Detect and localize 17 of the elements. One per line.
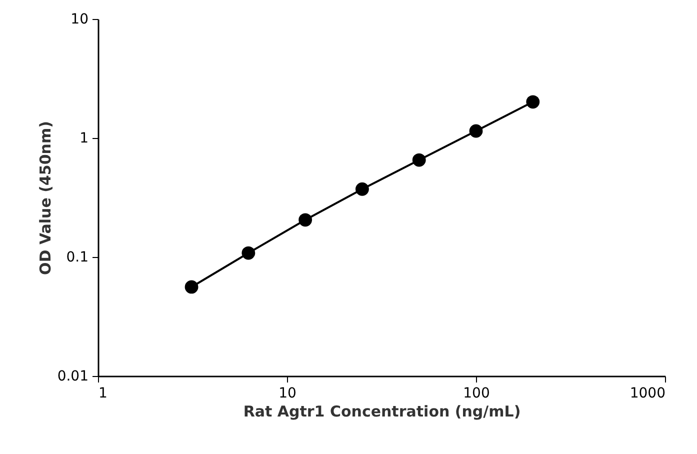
- x-tick-label: 10: [278, 386, 296, 402]
- x-axis-title: Rat Agtr1 Concentration (ng/mL): [243, 402, 521, 420]
- x-tick-label: 100: [463, 386, 490, 402]
- y-tick-label: 0.1: [66, 250, 88, 266]
- point: [412, 153, 426, 167]
- point: [242, 246, 256, 260]
- point: [526, 95, 540, 109]
- y-tick-label: 10: [70, 12, 88, 28]
- x-tick-label: 1000: [630, 386, 666, 402]
- y-axis-title: OD Value (450nm): [36, 121, 54, 275]
- y-tick-label: 1: [80, 130, 88, 146]
- x-tick-label: 1: [98, 386, 108, 402]
- point: [184, 280, 198, 294]
- point: [356, 182, 369, 196]
- y-tick-label: 0.01: [57, 368, 88, 384]
- point: [298, 213, 312, 227]
- point: [469, 124, 483, 138]
